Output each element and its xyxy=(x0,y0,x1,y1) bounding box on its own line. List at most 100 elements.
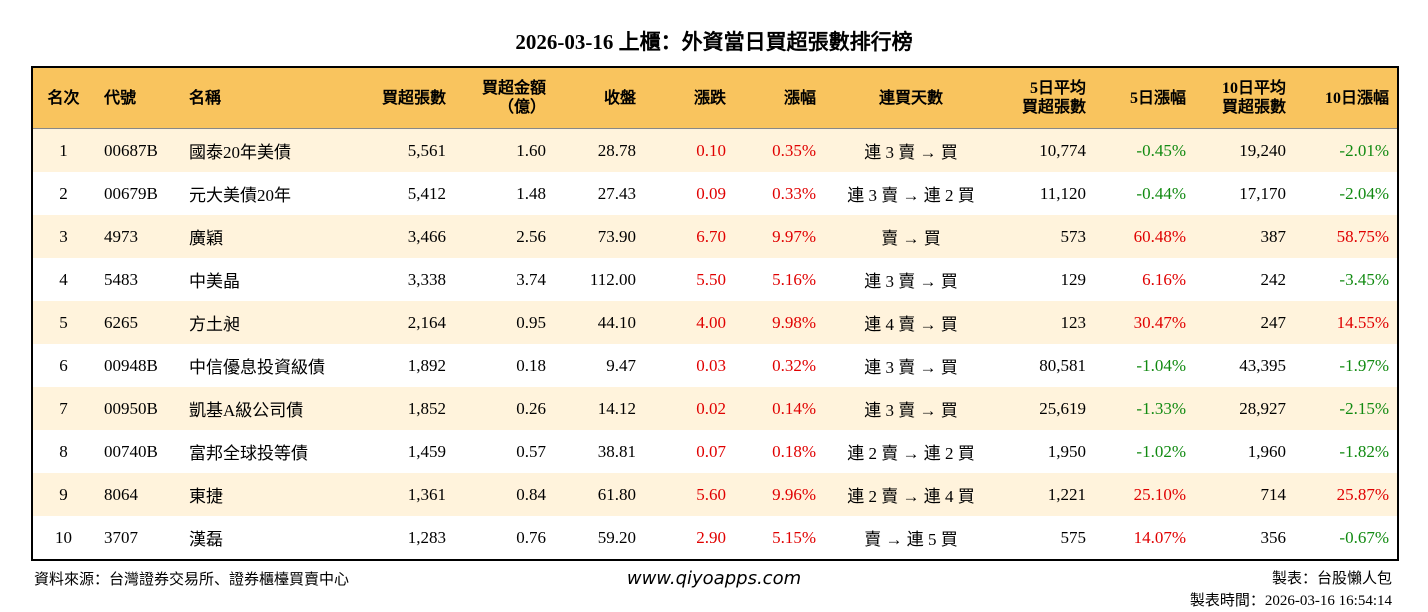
table-cell: 連 4 賣 → 買 xyxy=(824,301,998,344)
table-cell: 0.18 xyxy=(516,355,546,375)
website: www.qiyoapps.com xyxy=(626,568,802,589)
table-cell: -0.67% xyxy=(1339,527,1389,547)
table-cell: 3 xyxy=(32,215,94,258)
table-cell: 00740B xyxy=(104,441,158,461)
table-cell: -1.97% xyxy=(1339,355,1389,375)
ranking-table: 名次 代號 名稱 買超張數 買超金額 （億） 收盤 漲跌 漲幅 連買天數 5日平均 買超張數 5日漲… xyxy=(31,66,1399,561)
table-cell: 國泰20年美債 xyxy=(179,128,364,172)
table-cell: 1.60 xyxy=(454,128,554,172)
table-cell: 0.57 xyxy=(516,441,546,461)
table-cell: 11,120 xyxy=(1039,183,1086,203)
table-cell: 中信優息投資級債 xyxy=(189,358,325,377)
table-cell: -2.15% xyxy=(1294,387,1398,430)
table-cell: 59.20 xyxy=(597,527,636,547)
table-cell: 0.76 xyxy=(516,527,546,547)
table-cell: 方土昶 xyxy=(179,301,364,344)
table-cell: 連 3 賣 → 連 2 買 xyxy=(847,186,975,205)
table-cell: 0.95 xyxy=(454,301,554,344)
table-cell: 7 xyxy=(32,387,94,430)
table-cell: 凱基A級公司債 xyxy=(179,387,364,430)
column-header: 10日漲幅 xyxy=(1294,67,1398,129)
table-cell: 00948B xyxy=(104,355,158,375)
table-cell: 38.81 xyxy=(597,441,636,461)
table-cell: 73.90 xyxy=(554,215,644,258)
table-cell: 東捷 xyxy=(179,473,364,516)
table-cell: 元大美債20年 xyxy=(189,186,291,205)
table-cell: 0.10 xyxy=(644,128,734,172)
table-cell: 14.55% xyxy=(1294,301,1398,344)
table-cell: 25,619 xyxy=(998,387,1094,430)
table-cell: 廣穎 xyxy=(179,215,364,258)
table-cell: 3.74 xyxy=(516,269,546,289)
table-cell: 4 xyxy=(59,269,68,289)
table-cell: 連 2 賣 → 連 4 買 xyxy=(824,473,998,516)
table-cell: 2,164 xyxy=(364,301,454,344)
table-cell: 6.16% xyxy=(1142,269,1186,289)
table-cell: 61.80 xyxy=(554,473,644,516)
table-cell: 3,466 xyxy=(364,215,454,258)
table-cell: 6.70 xyxy=(644,215,734,258)
table-cell: 1,960 xyxy=(1247,441,1286,461)
table-cell: 714 xyxy=(1194,473,1294,516)
table-cell: 2 xyxy=(59,183,68,203)
column-header: 漲跌 xyxy=(644,67,734,129)
table-cell: 連 3 賣 → 買 xyxy=(864,358,958,377)
table-cell: 1,892 xyxy=(407,355,446,375)
table-cell: 5,561 xyxy=(364,128,454,172)
table-cell: 0.14% xyxy=(734,387,824,430)
column-header: 5日漲幅 xyxy=(1094,67,1194,129)
table-cell: 43,395 xyxy=(1239,355,1286,375)
table-cell: -0.45% xyxy=(1094,128,1194,172)
table-cell: 112.00 xyxy=(589,269,636,289)
table-cell: 5.60 xyxy=(644,473,734,516)
table-cell: 中美晶 xyxy=(189,272,240,291)
table-cell: -1.02% xyxy=(1136,441,1186,461)
table-cell: 連 3 賣 → 買 xyxy=(864,272,958,291)
table-cell: 賣 → 連 5 買 xyxy=(864,530,958,549)
table-cell: 123 xyxy=(998,301,1094,344)
table-cell: 0.03 xyxy=(696,355,726,375)
table-cell: -3.45% xyxy=(1339,269,1389,289)
table-cell: 9 xyxy=(32,473,94,516)
table-cell: 0.26 xyxy=(454,387,554,430)
table-cell: 14.12 xyxy=(554,387,644,430)
table-cell: 5 xyxy=(32,301,94,344)
title: 2026-03-16 上櫃：外資當日買超張數排行榜 xyxy=(515,30,913,54)
table-cell: 連 2 賣 → 連 2 買 xyxy=(847,444,975,463)
header-row: 名次 代號 名稱 買超張數 買超金額 （億） 收盤 漲跌 漲幅 連買天數 5日平均 買超張數 5日漲… xyxy=(32,67,1398,129)
table-cell: 連 3 賣 → 買 xyxy=(824,387,998,430)
table-cell: -2.04% xyxy=(1339,183,1389,203)
time: 製表時間：2026-03-16 16:54:14 xyxy=(1189,593,1392,609)
maker: 製表：台股懶人包 xyxy=(1271,571,1392,587)
column-header: 名次 xyxy=(32,67,94,129)
table-cell: 1.48 xyxy=(516,183,546,203)
table-cell: 28.78 xyxy=(554,128,644,172)
table-cell: -2.01% xyxy=(1294,128,1398,172)
column-header: 5日平均 買超張數 xyxy=(998,67,1094,129)
table-cell: 6265 xyxy=(94,301,179,344)
table-cell: 58.75% xyxy=(1294,215,1398,258)
table-cell: 3707 xyxy=(104,527,138,547)
table-cell: 富邦全球投等債 xyxy=(189,444,308,463)
table-cell: 1,283 xyxy=(407,527,446,547)
table-cell: 漢磊 xyxy=(189,530,223,549)
table-cell: 10 xyxy=(55,527,72,547)
table-cell: 0.33% xyxy=(772,183,816,203)
table-cell: 1,852 xyxy=(364,387,454,430)
table-cell: 1,361 xyxy=(364,473,454,516)
table-cell: 17,170 xyxy=(1239,183,1286,203)
source: 資料來源：台灣證券交易所、證券櫃檯買賣中心 xyxy=(34,572,350,588)
column-header: 買超金額 （億） xyxy=(454,67,554,129)
table-cell: 44.10 xyxy=(554,301,644,344)
table-row: 5 6265 方土昶 2,164 0.95 44.10 4.00 9.98% 連 4 賣 → 買… xyxy=(32,301,1398,344)
table-cell: 8064 xyxy=(94,473,179,516)
table-row: 3 4973 廣穎 3,466 2.56 73.90 6.70 9.97% 賣 → 買 573 60… xyxy=(32,215,1398,258)
table-cell: 129 xyxy=(1060,269,1087,289)
table-row: 9 8064 東捷 1,361 0.84 61.80 5.60 9.96% 連 2 賣 → 連 … xyxy=(32,473,1398,516)
table-cell: 9.98% xyxy=(734,301,824,344)
column-header: 漲幅 xyxy=(734,67,824,129)
table-cell: 5.15% xyxy=(772,527,816,547)
table-cell: 5.16% xyxy=(772,269,816,289)
table-cell: -1.82% xyxy=(1339,441,1389,461)
